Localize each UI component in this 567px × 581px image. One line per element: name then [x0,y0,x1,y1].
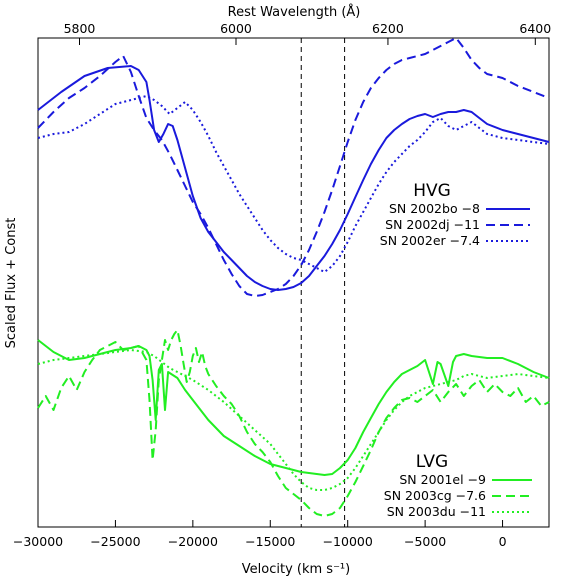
y-axis-title: Scaled Flux + Const [4,218,19,349]
legend-label-2002bo: SN 2002bo −8 [389,201,480,216]
lvg-group-title: LVG [416,452,448,472]
x-tick-label: −5000 [404,534,446,549]
x-tick-label: −10000 [323,534,373,549]
hvg-group-title: HVG [413,181,451,201]
series-2001el [37,339,550,476]
x-tick-label: −15000 [245,534,295,549]
legend-label-2001el: SN 2001el −9 [399,472,486,487]
x2-tick-label: 6400 [519,21,551,36]
x-tick-label: −30000 [13,534,63,549]
series-2003cg [37,329,550,517]
series-2002dj [37,37,550,297]
x2-tick-label: 6000 [220,21,252,36]
x2-tick-label: 5800 [64,21,96,36]
x-tick-label: −25000 [90,534,140,549]
legend-label-2002dj: SN 2002dj −11 [385,217,480,232]
ticks-layer: −30000 −25000 −20000 −15000 −10000 −5000 0 5800… [13,21,551,549]
x2-tick-label: 6200 [372,21,404,36]
x2-axis-title: Rest Wavelength (Å) [228,4,361,20]
series-2002er [37,95,550,273]
plot-frame [37,37,550,528]
lvg-legend: LVG SN 2001el −9 SN 2003cg −7.6 SN 2003d… [384,452,532,519]
reference-lines [300,38,346,527]
legend-label-2003du: SN 2003du −11 [387,504,486,519]
series-layer [37,37,550,517]
x-tick-label: −20000 [168,534,218,549]
legend-label-2003cg: SN 2003cg −7.6 [384,488,486,503]
x-tick-label: 0 [499,534,507,549]
x-axis-title: Velocity (km s⁻¹) [242,562,350,577]
hvg-legend: HVG SN 2002bo −8 SN 2002dj −11 SN 2002er… [380,181,530,248]
series-2002bo [37,65,550,291]
legend-label-2002er: SN 2002er −7.4 [380,233,480,248]
